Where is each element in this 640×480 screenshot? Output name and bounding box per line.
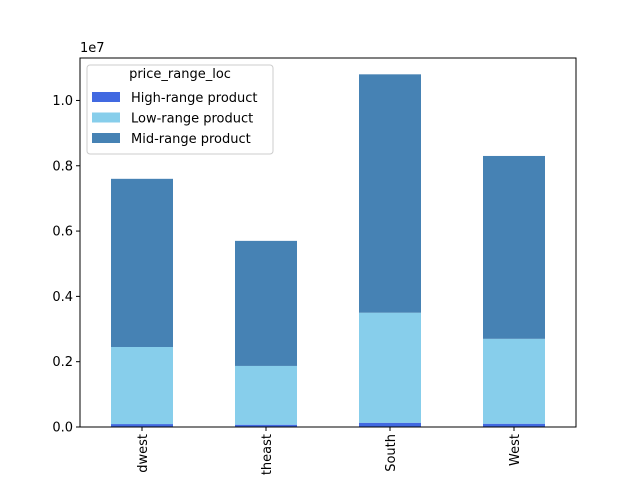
- x-tick-label: West: [508, 434, 523, 466]
- bars-layer: [111, 74, 545, 427]
- bar-1-3: [359, 422, 421, 427]
- bar-1-4: [483, 423, 545, 427]
- plot-area-frame: [79, 57, 577, 428]
- y-tick-label: 1.0: [52, 94, 73, 109]
- y-tick-label: 0.6: [52, 225, 73, 240]
- x-axis-ticks: dwest theast South West: [136, 427, 523, 475]
- bar-3-4: [483, 155, 545, 339]
- bar-1-1: [111, 424, 173, 427]
- legend-entries: High-range product Low-range product Mid-r…: [92, 91, 258, 147]
- legend-swatch: [92, 92, 120, 102]
- legend-title: price_range_loc: [129, 67, 231, 82]
- bar-3-3: [359, 74, 421, 313]
- bar-2-3: [359, 312, 421, 423]
- x-tick-label: theast: [260, 434, 275, 475]
- bar-1-2: [235, 424, 297, 427]
- y-tick-label: 0.4: [52, 290, 73, 305]
- legend-label: High-range product: [131, 91, 258, 106]
- x-tick-label: South: [384, 434, 399, 472]
- bar-3-1: [111, 178, 173, 347]
- axes-layer: [79, 57, 577, 428]
- bar-2-1: [111, 347, 173, 425]
- bar-3-2: [235, 240, 297, 366]
- y-tick-label: 0.2: [52, 355, 73, 370]
- legend-swatch: [92, 112, 120, 123]
- bar-2-2: [235, 365, 297, 425]
- y-tick-label: 0.8: [52, 159, 73, 174]
- bar-2-4: [483, 338, 545, 424]
- y-axis-offset-label: 1e7: [80, 41, 105, 56]
- legend-label: Low-range product: [131, 112, 253, 127]
- x-tick-label: dwest: [136, 434, 151, 473]
- legend: price_range_loc High-range product Low-ra…: [86, 64, 274, 155]
- y-axis-ticks: 0.0 0.2 0.4 0.6 0.8 1.0: [52, 94, 80, 436]
- y-tick-label: 0.0: [52, 421, 73, 436]
- legend-swatch: [92, 133, 120, 143]
- legend-label: Mid-range product: [131, 132, 251, 147]
- legend-box: [86, 64, 274, 155]
